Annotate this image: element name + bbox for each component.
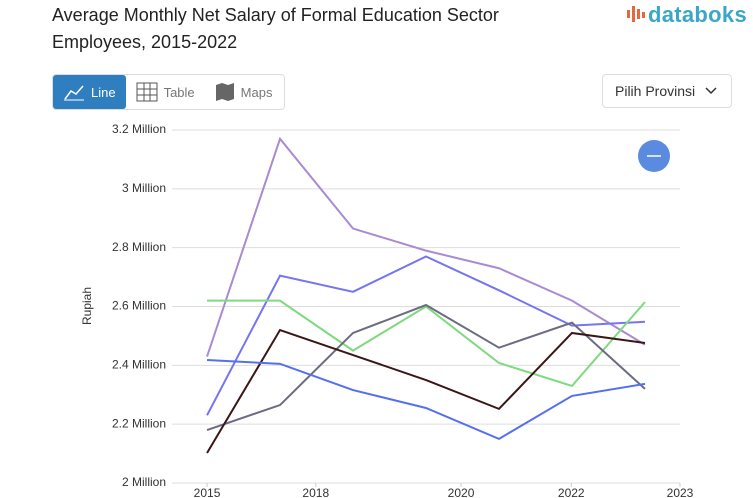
y-tick-label: 3 Million — [122, 181, 166, 195]
province-dropdown[interactable]: Pilih Provinsi — [602, 74, 732, 108]
tab-label: Maps — [240, 84, 273, 100]
line-icon — [64, 85, 84, 101]
series-line — [206, 255, 646, 416]
y-axis-label: Rupiah — [80, 287, 94, 325]
logo-text: databoks — [648, 2, 747, 27]
table-icon — [136, 82, 158, 102]
tab-label: Line — [91, 84, 116, 100]
tab-label: Table — [163, 84, 195, 100]
y-tick-label: 2.6 Million — [112, 299, 166, 313]
series-line — [207, 299, 646, 388]
y-tick-label: 2.2 Million — [112, 416, 166, 430]
maps-icon — [215, 83, 234, 101]
tab-table[interactable]: Table — [126, 75, 205, 109]
chevron — [705, 87, 717, 95]
tab-line[interactable]: Line — [53, 75, 126, 109]
tab-maps[interactable]: Maps — [205, 75, 283, 109]
x-tick-label: 2015 — [194, 486, 221, 498]
logo[interactable]: databoks — [626, 2, 747, 28]
y-tick-label: 3.2 Million — [112, 122, 166, 136]
logo-icon — [627, 6, 645, 22]
series-line — [206, 303, 646, 431]
y-tick-label: 2.4 Million — [112, 358, 166, 372]
x-tick-label: 2023 — [667, 486, 694, 498]
x-tick-label: 2022 — [558, 486, 585, 498]
y-tick-label: 2 Million — [122, 475, 166, 489]
chart-title: Average Monthly Net Salary of Formal Edu… — [52, 5, 499, 52]
series-line — [206, 359, 646, 440]
x-tick-label: 2020 — [448, 486, 475, 498]
y-tick-label: 2.8 Million — [112, 240, 166, 254]
dropdown-label: Pilih Provinsi — [615, 83, 696, 99]
series-line — [206, 136, 646, 357]
series-line — [206, 328, 646, 454]
x-tick-label: 2018 — [302, 486, 329, 498]
view-tabs: Line Table Maps — [52, 74, 285, 110]
